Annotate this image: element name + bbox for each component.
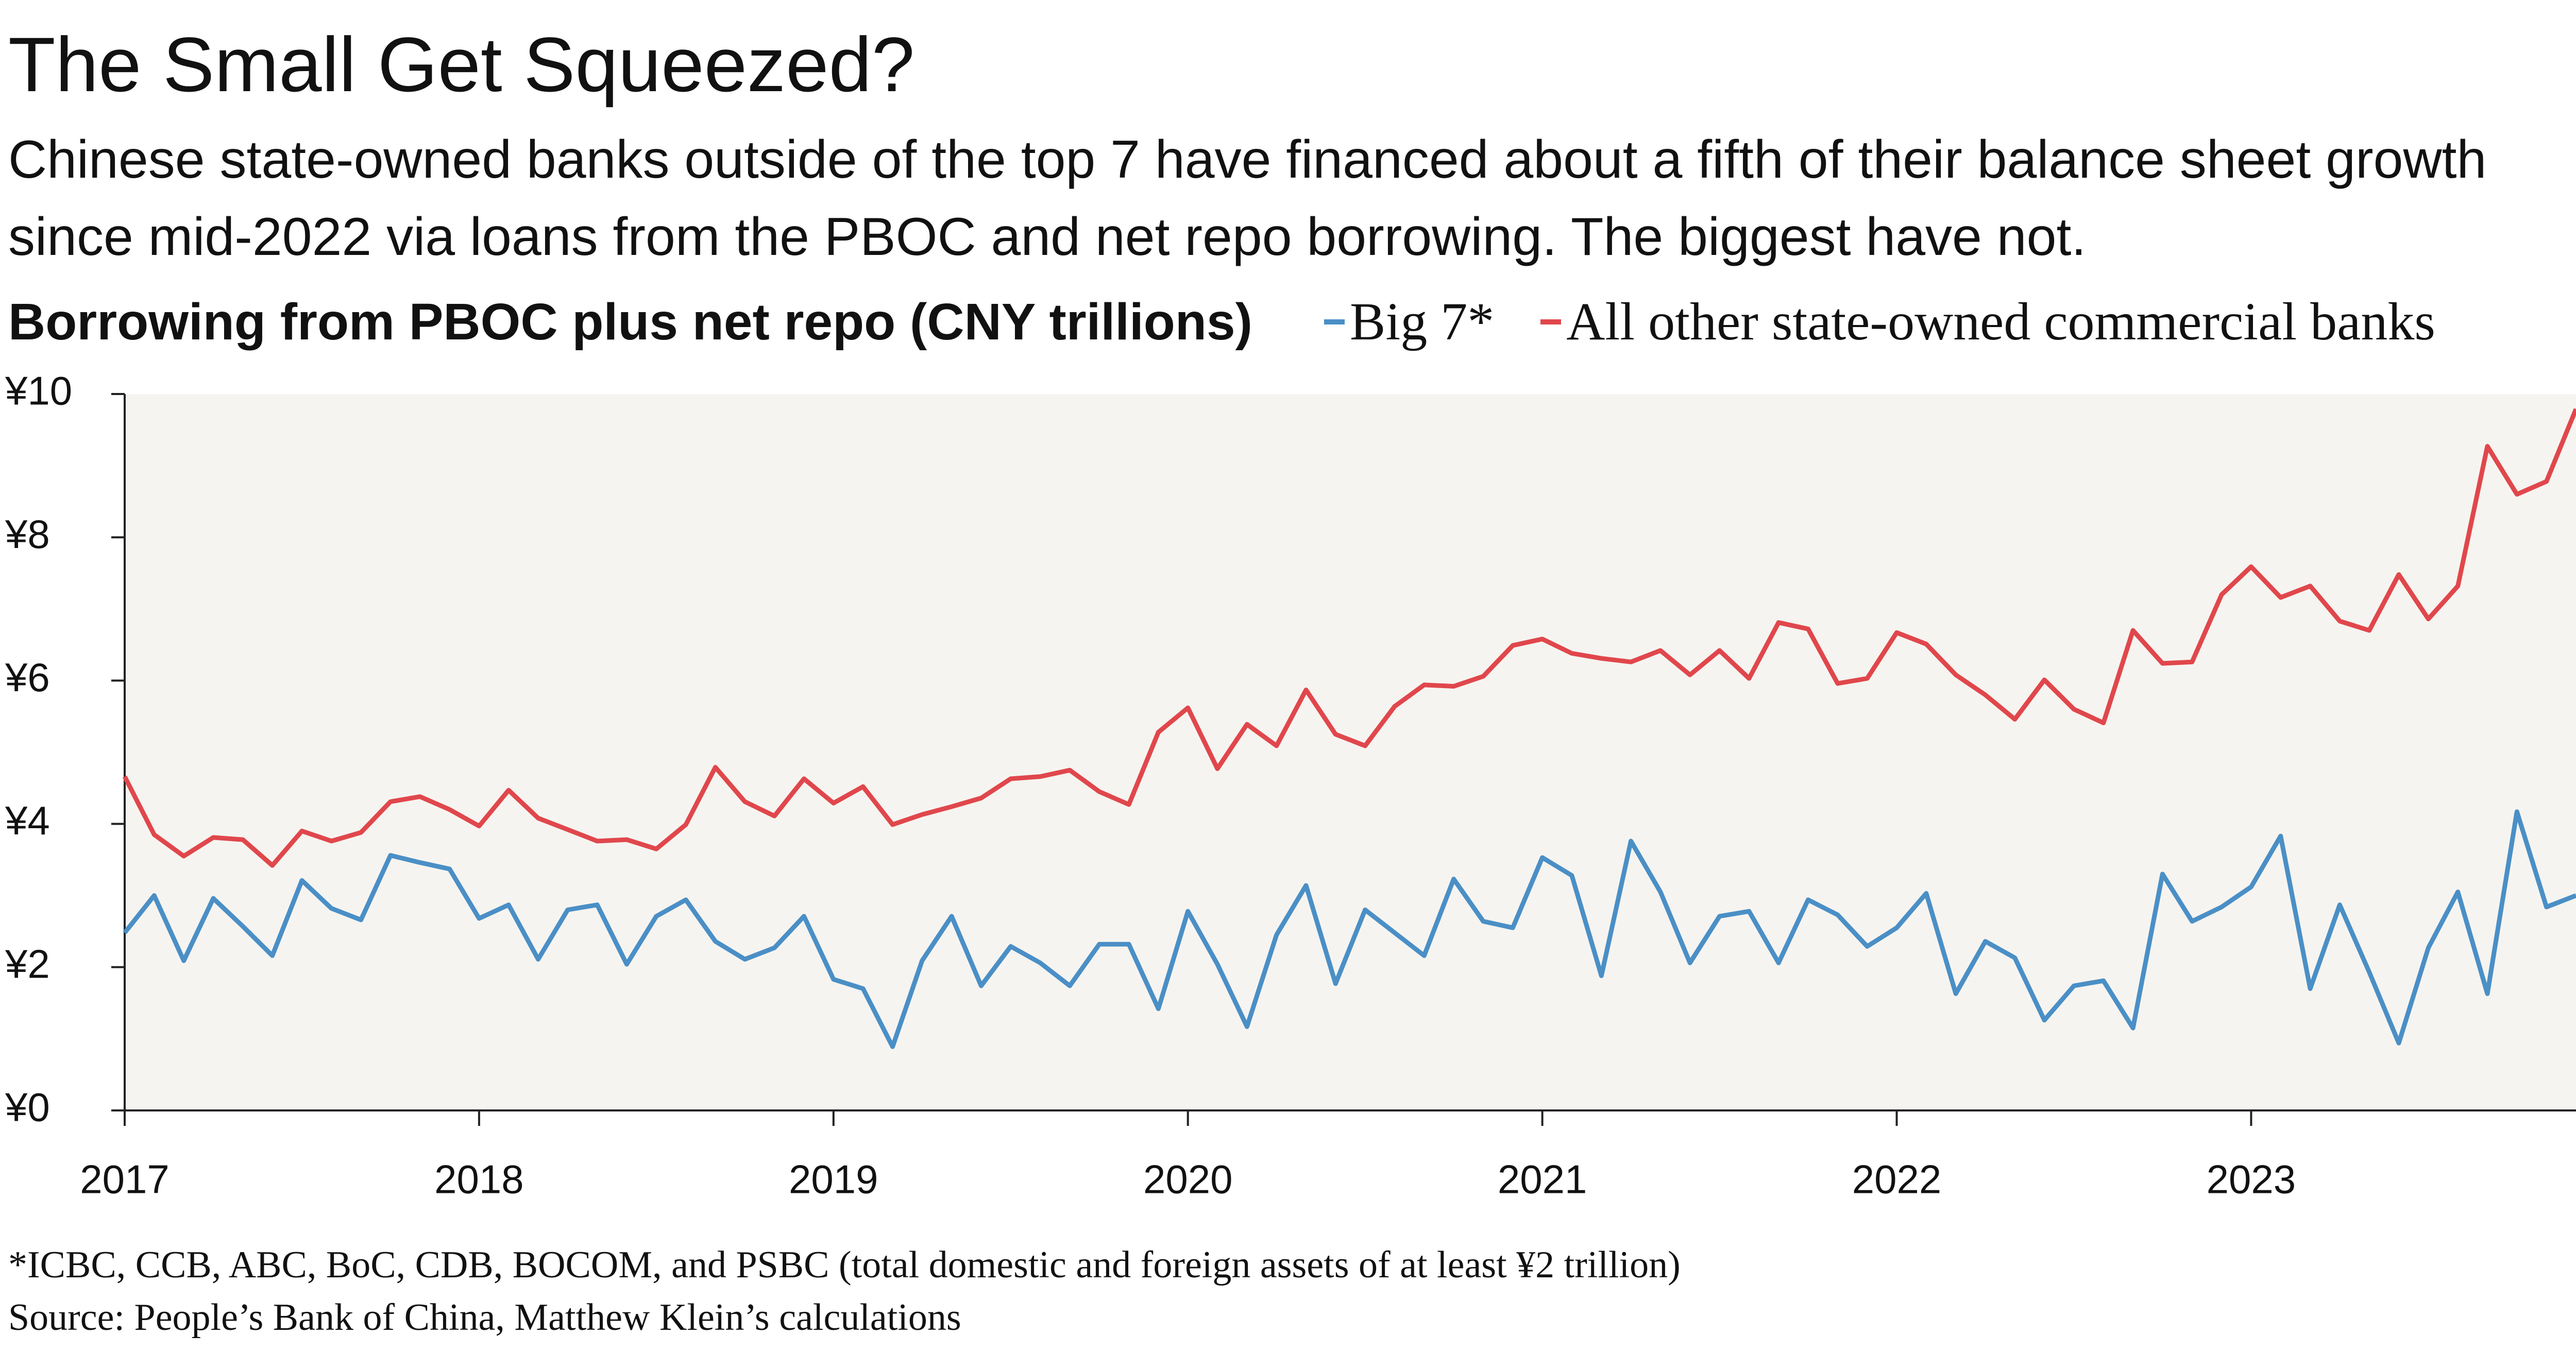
y-tick-label: ¥2 [5, 941, 50, 986]
y-tick-label: ¥8 [5, 511, 50, 557]
plot-background [125, 394, 2576, 1110]
source: Source: People’s Bank of China, Matthew … [8, 1296, 961, 1339]
data-line [123, 809, 2576, 1049]
x-tick-label: 2022 [1852, 1157, 1942, 1202]
footnote: *ICBC, CCB, ABC, BoC, CDB, BOCOM, and PS… [8, 1244, 1681, 1286]
x-tick-label: 2018 [434, 1157, 524, 1202]
y-tick-label: ¥6 [5, 655, 50, 700]
x-tick-label: 2017 [80, 1157, 170, 1202]
x-tick-label: 2021 [1498, 1157, 1587, 1202]
x-tick-label: 2023 [2207, 1157, 2296, 1202]
legend-label: Big 7* [1350, 292, 1495, 351]
legend: Big 7* All other state-owned commercial b… [1324, 288, 2435, 355]
y-tick-label: ¥4 [5, 798, 50, 843]
legend-swatch [1540, 319, 1562, 324]
legend-swatch [1324, 319, 1345, 324]
y-tick-label: ¥10 [5, 368, 72, 414]
legend-item: All other state-owned commercial banks [1540, 288, 2435, 355]
x-tick-label: 2020 [1143, 1157, 1233, 1202]
legend-item: Big 7* [1324, 288, 1494, 355]
chart-title: The Small Get Squeezed? [8, 21, 915, 108]
y-axis-title: Borrowing from PBOC plus net repo (CNY t… [8, 293, 1252, 351]
legend-label: All other state-owned commercial banks [1566, 292, 2435, 351]
chart-subtitle: Chinese state-owned banks outside of the… [8, 130, 2487, 267]
y-tick-label: ¥0 [5, 1085, 50, 1130]
notes: *ICBC, CCB, ABC, BoC, CDB, BOCOM, and PS… [8, 1239, 1681, 1344]
x-tick-label: 2019 [789, 1157, 878, 1202]
data-line [122, 408, 2576, 868]
